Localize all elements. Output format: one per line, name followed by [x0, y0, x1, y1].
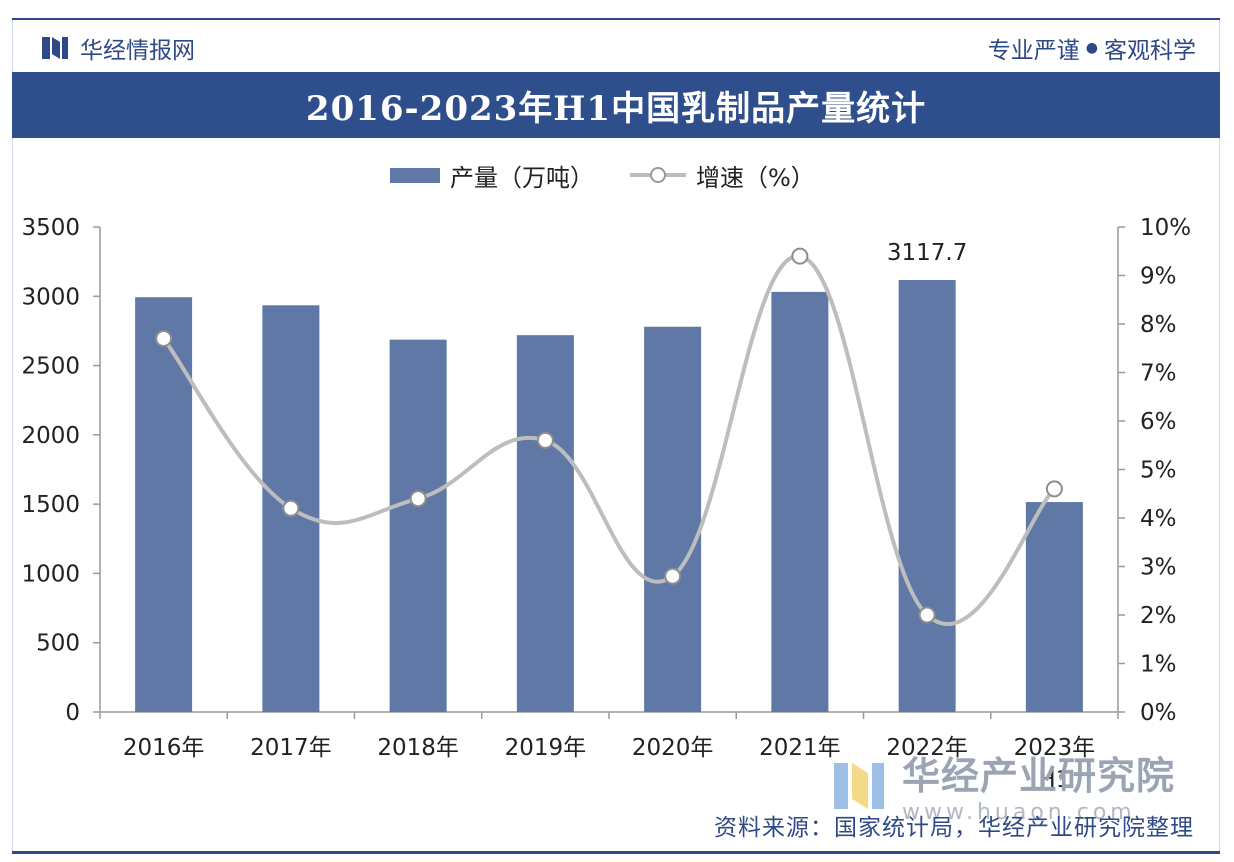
- chart-title: 2016-2023年H1中国乳制品产量统计: [305, 88, 927, 129]
- y-left-tick-label: 2500: [21, 354, 80, 380]
- chart-frame: [12, 18, 1220, 854]
- slogan-right: 客观科学: [1104, 38, 1196, 64]
- growth-point: [282, 499, 300, 517]
- y-left-tick-label: 500: [36, 631, 80, 657]
- y-left-tick-label: 2000: [21, 423, 80, 449]
- bar-data-label: 3117.7: [887, 240, 967, 266]
- slogan: 专业严谨 ● 客观科学: [988, 31, 1196, 65]
- y-right-tick-label: 10%: [1140, 215, 1191, 241]
- growth-point: [409, 490, 427, 508]
- brand-name: 华经情报网: [80, 38, 195, 64]
- bar: [389, 339, 447, 712]
- growth-point: [791, 247, 809, 265]
- growth-point: [536, 431, 554, 449]
- y-left-tick-label: 1500: [21, 492, 80, 518]
- top-border: [12, 18, 1220, 20]
- y-right-tick-label: 6%: [1140, 409, 1177, 435]
- x-tick-label: 2017年: [250, 735, 332, 761]
- legend-growth-label: 增速（%）: [696, 163, 815, 192]
- watermark-brand: 华经产业研究院 www.huaon.com: [830, 745, 1175, 825]
- title-band: 2016-2023年H1中国乳制品产量统计: [12, 72, 1220, 138]
- legend-bar-swatch: [390, 167, 440, 183]
- bar: [516, 335, 574, 712]
- bar: [644, 326, 702, 712]
- y-right-tick-label: 3%: [1140, 555, 1177, 581]
- bar: [898, 279, 956, 712]
- y-right-tick-label: 9%: [1140, 264, 1177, 290]
- legend-production-label: 产量（万吨）: [450, 163, 594, 192]
- bar: [771, 291, 829, 712]
- x-tick-label: 2020年: [632, 735, 714, 761]
- x-tick-label: 2021年: [759, 735, 841, 761]
- y-right-tick-label: 1%: [1140, 652, 1177, 678]
- y-left-tick-label: 3500: [21, 215, 80, 241]
- bar: [1025, 502, 1083, 712]
- x-tick-label: 2016年: [123, 735, 205, 761]
- watermark-url: www.huaon.com: [902, 800, 1136, 825]
- y-left-tick-label: 1000: [21, 561, 80, 587]
- growth-point: [1045, 480, 1063, 498]
- brand: 华经情报网: [40, 30, 195, 66]
- y-left-tick-label: 0: [65, 700, 80, 726]
- legend-item-growth: 增速（%）: [630, 158, 815, 193]
- growth-point: [155, 330, 173, 348]
- brand-logo-icon: [42, 37, 68, 59]
- legend-line-swatch: [630, 167, 686, 183]
- growth-point: [664, 567, 682, 585]
- source-note: 资料来源：国家统计局，华经产业研究院整理: [714, 815, 1194, 841]
- legend: 产量（万吨） 增速（%）: [390, 155, 815, 195]
- x-tick-label: 2022年: [886, 735, 968, 761]
- legend-item-production: 产量（万吨）: [390, 158, 594, 193]
- y-right-tick-label: 2%: [1140, 603, 1177, 629]
- slogan-left: 专业严谨: [987, 38, 1080, 64]
- growth-point: [918, 606, 936, 624]
- y-right-tick-label: 8%: [1140, 312, 1177, 338]
- y-left-tick-label: 3000: [21, 284, 80, 310]
- y-right-tick-label: 5%: [1140, 458, 1177, 484]
- y-right-tick-label: 0%: [1140, 700, 1177, 726]
- watermark-name: 华经产业研究院: [902, 754, 1176, 798]
- x-tick-label: 2018年: [377, 735, 459, 761]
- slogan-dot: ●: [1085, 40, 1098, 56]
- bottom-border: [12, 851, 1220, 854]
- bar: [135, 297, 193, 712]
- x-tick-label: 2023年 H1: [1014, 735, 1096, 793]
- y-right-tick-label: 4%: [1140, 506, 1177, 532]
- watermark-logo-icon: [834, 763, 884, 809]
- y-right-tick-label: 7%: [1140, 361, 1177, 387]
- x-tick-label: 2019年: [505, 735, 587, 761]
